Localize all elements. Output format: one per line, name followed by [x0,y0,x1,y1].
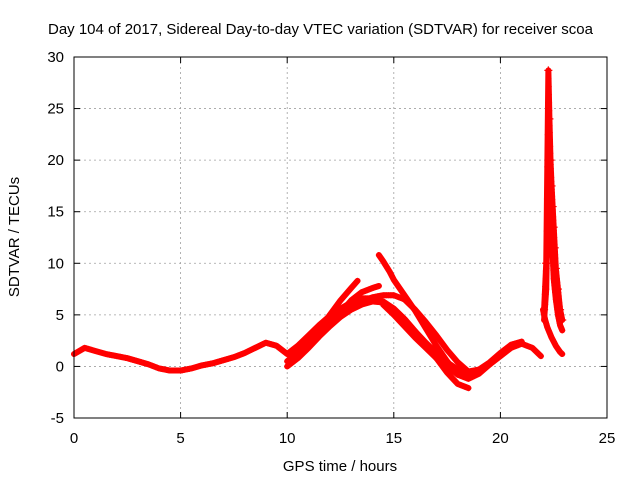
data-point [545,91,552,98]
data-point [387,271,394,278]
data-point [518,338,525,345]
data-point [375,282,382,289]
series-track-5 [305,277,361,349]
y-tick-label: 10 [47,255,64,272]
data-point [353,279,360,286]
y-tick-label: 25 [47,101,64,118]
data-point [542,259,551,268]
series-track-6 [375,252,461,378]
data-point [542,296,549,303]
x-tick-label: 5 [176,430,184,447]
y-tick-label: 20 [47,152,64,169]
y-tick-label: 15 [47,204,64,221]
y-axis-title: SDTVAR / TECUs [6,177,23,297]
series-track-1 [71,295,544,377]
data-point [545,114,554,123]
data-point [530,346,537,353]
data-point [354,277,361,284]
data-point [542,301,549,308]
y-tick-label: 0 [56,358,64,375]
axis-ticks: 0 5 10 15 20 25 -5 0 5 10 15 20 25 30 [47,49,615,447]
data-point [549,223,558,232]
data-point [547,143,554,150]
data-series [71,66,567,392]
series-track-7 [380,301,493,382]
data-point [389,274,396,281]
data-point [556,305,565,314]
data-point [550,243,559,252]
spike-markers [540,66,567,325]
data-point [545,83,552,90]
y-tick-label: 30 [47,49,64,66]
data-point [543,286,550,293]
x-tick-label: 25 [599,430,616,447]
y-tick-label: -5 [51,410,64,427]
data-point [546,129,553,136]
data-point [547,181,556,190]
data-point [548,202,557,211]
x-tick-label: 10 [279,430,296,447]
data-point [535,350,542,357]
series-track-10 [540,306,566,358]
data-point [465,385,472,392]
data-point [540,305,549,314]
data-point [546,156,555,165]
x-tick-label: 15 [385,430,402,447]
data-point [486,361,493,368]
y-tick-label: 5 [56,307,64,324]
data-point [553,285,562,294]
data-point [544,66,553,75]
data-point [533,348,540,355]
data-point [386,268,393,275]
data-point [559,327,566,334]
data-point [551,264,560,273]
series-track-4 [316,282,382,339]
data-point [536,351,543,358]
data-point [546,122,553,129]
data-point [388,272,395,279]
data-point [537,353,544,360]
data-point [547,150,554,157]
data-point [546,136,553,143]
x-tick-label: 0 [70,430,78,447]
data-point [546,99,553,106]
x-tick-label: 20 [492,430,509,447]
data-point [532,347,539,354]
data-point [542,291,549,298]
data-point [387,269,394,276]
chart-title: Day 104 of 2017, Sidereal Day-to-day VTE… [48,21,594,38]
plot-frame [73,56,608,419]
data-point [559,351,566,358]
data-point [546,107,553,114]
x-axis-title: GPS time / hours [283,458,397,475]
data-point [529,344,536,351]
data-point [545,75,552,82]
data-point [543,244,550,251]
data-point [558,316,567,325]
